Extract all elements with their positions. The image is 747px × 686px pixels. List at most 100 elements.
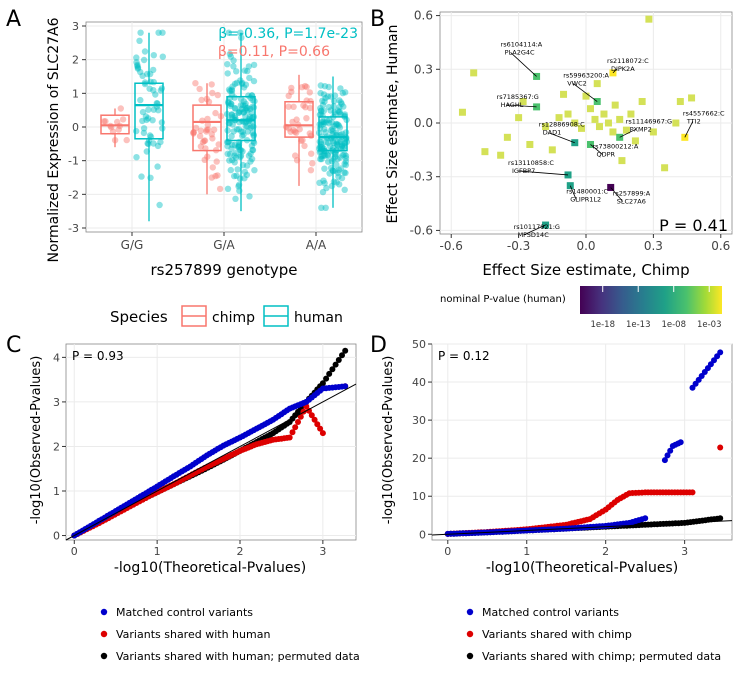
panel-c-ylabel: -log10(Observed-Pvalues) — [29, 356, 44, 525]
panel-a-point-human — [338, 174, 346, 182]
panel-b-point-gene: DAD1 — [543, 129, 561, 137]
panel-a-point-human — [338, 143, 346, 150]
panel-b-point-label: rs10117921:G — [514, 223, 560, 231]
panel-b-label-leader — [510, 52, 537, 77]
panel-c-point — [308, 412, 315, 419]
panel-d-legend-key — [466, 608, 474, 616]
panel-d-ytick-label: 50 — [412, 338, 426, 351]
panel-a-point-human — [317, 107, 325, 114]
panel-a-point-human — [226, 151, 234, 158]
panel-a-annotation-human: β=-0.36, P=1.7e-23 — [218, 26, 358, 42]
panel-c-point — [317, 425, 324, 432]
panel-a-point-human — [224, 150, 231, 157]
panel-a-point-human — [237, 29, 244, 36]
panel-a-point-chimp — [300, 102, 307, 109]
panel-b-point — [595, 123, 603, 131]
panel-a-point-human — [231, 105, 238, 112]
panel-a-point-chimp — [199, 138, 207, 146]
panel-b-annotation: P = 0.41 — [659, 216, 728, 235]
panel-a-point-human — [225, 29, 232, 36]
panel-b-label-leader — [684, 121, 694, 138]
panel-a-point-chimp — [209, 164, 216, 171]
panel-a-point-human — [133, 127, 140, 135]
panel-a-point-human — [138, 173, 145, 180]
panel-a-point-human — [159, 29, 166, 36]
panel-d-ytick-label: 40 — [412, 376, 426, 389]
panel-a-point-human — [321, 180, 328, 187]
panel-a-point-human — [339, 130, 346, 137]
panel-d-legend-label: Variants shared with chimp — [482, 628, 632, 641]
panel-b-point-gene: HAGHL — [501, 101, 524, 109]
panel-d-legend-key — [466, 652, 474, 660]
panel-c-plot-area — [65, 343, 357, 541]
panel-a-point-human — [318, 107, 325, 115]
panel-a-point-human — [134, 61, 141, 69]
panel-a-point-human — [336, 181, 343, 188]
panel-a-point-human — [319, 152, 326, 159]
panel-a-point-human — [248, 142, 256, 149]
panel-a-point-human — [242, 100, 249, 107]
panel-a-point-human — [154, 142, 162, 150]
panel-label-c: C — [6, 333, 21, 358]
panel-a-point-human — [321, 83, 329, 90]
panel-a-point-human — [336, 154, 344, 161]
panel-a-point-human — [234, 166, 241, 173]
panel-d-point — [677, 439, 684, 446]
panel-a-point-human — [233, 68, 240, 75]
panel-a-point-chimp — [307, 167, 315, 174]
panel-a-point-human — [329, 137, 337, 145]
panel-a-point-human — [337, 111, 344, 118]
panel-a-point-human — [155, 29, 162, 36]
panel-a-point-human — [340, 143, 348, 150]
panel-a-point-human — [229, 83, 236, 90]
panel-b-label-leader — [523, 224, 546, 236]
panel-a-point-human — [328, 119, 336, 126]
panel-a-point-human — [317, 105, 324, 112]
panel-b-point — [560, 90, 568, 98]
panel-a-point-human — [325, 83, 332, 91]
panel-b-point — [616, 115, 624, 123]
panel-a-point-human — [239, 132, 246, 140]
panel-a-point-human — [244, 123, 251, 130]
panel-a-point-human — [244, 128, 252, 135]
panel-a-point-human — [228, 111, 236, 119]
panel-b-point — [503, 133, 511, 141]
panel-d-point — [642, 515, 649, 522]
panel-a-point-human — [320, 91, 328, 98]
panel-c-legend-label: Variants shared with human; permuted dat… — [116, 650, 360, 663]
panel-a-point-human — [324, 151, 331, 158]
panel-a-point-human — [244, 104, 251, 112]
panel-a-point-human — [243, 105, 250, 112]
panel-a-point-chimp — [196, 85, 203, 93]
panel-a-point-chimp — [203, 128, 210, 135]
panel-a-point-human — [250, 77, 258, 85]
panel-b-point — [676, 98, 684, 106]
panel-a-point-human — [143, 116, 150, 124]
panel-a-point-human — [320, 107, 328, 115]
panel-a-point-chimp — [204, 121, 211, 128]
panel-a-point-chimp — [291, 128, 299, 135]
panel-b-point-label: rs4557662:C — [683, 109, 725, 117]
panel-b-label-leader — [612, 68, 618, 74]
panel-a-xtick-label: A/A — [306, 238, 327, 252]
panel-b-point — [555, 114, 563, 122]
panel-a-point-human — [240, 84, 248, 91]
panel-a-point-human — [342, 89, 349, 96]
panel-c-xlabel: -log10(Theoretical-Pvalues) — [114, 560, 306, 576]
panel-a-point-human — [322, 119, 330, 126]
panel-b-label-leader — [619, 128, 636, 138]
panel-a-point-human — [224, 70, 231, 77]
panel-c-point — [339, 352, 345, 359]
panel-a-point-human — [336, 109, 343, 116]
panel-a-point-human — [326, 116, 333, 124]
colorbar — [580, 286, 722, 314]
panel-a-point-human — [139, 72, 146, 80]
panel-a-point-chimp — [285, 92, 292, 100]
panel-a-point-chimp — [296, 126, 303, 133]
panel-c-point — [292, 424, 299, 431]
panel-a-point-human — [338, 100, 345, 108]
panel-a-point-human — [342, 155, 350, 162]
panel-a-point-chimp — [114, 118, 121, 126]
colorbar-tick-label: 1e-18 — [590, 320, 615, 330]
